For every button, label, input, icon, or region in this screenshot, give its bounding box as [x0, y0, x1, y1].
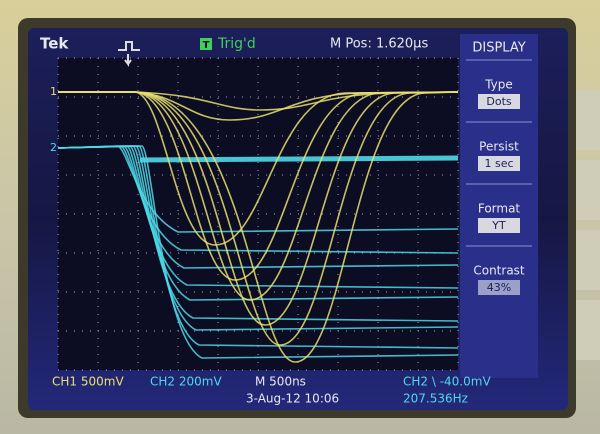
oscilloscope-photo: Tek T Trig'd M Pos: 1.620µs DISPLAY Type… [0, 0, 600, 434]
menu-value: Dots [486, 95, 512, 108]
side-button [576, 90, 600, 150]
side-button [576, 160, 600, 220]
ch1-scale: CH1 500mV [52, 375, 124, 389]
menu-label: Persist [479, 140, 519, 154]
brand: Tek [40, 35, 69, 53]
timebase: M 500ns [255, 375, 306, 389]
menu-label: Type [484, 78, 513, 92]
position: M Pos: 1.620µs [330, 37, 428, 52]
ch2-marker: 2 [50, 141, 57, 154]
frequency: 207.536Hz [403, 392, 468, 406]
trigger-status: Trig'd [217, 36, 256, 52]
menu-label: Contrast [473, 264, 525, 278]
menu-value: 1 sec [484, 157, 513, 170]
ch2-trace [140, 158, 458, 160]
ch1-marker: 1 [50, 85, 57, 98]
menu-title: DISPLAY [472, 41, 525, 56]
ch2-scale: CH2 200mV [150, 375, 222, 389]
date-time: 3-Aug-12 10:06 [246, 392, 339, 406]
menu-value: 43% [487, 281, 511, 294]
menu-value: YT [491, 219, 506, 232]
trigger-level: CH2 \ -40.0mV [403, 375, 491, 389]
trigger-icon: T [203, 40, 210, 51]
side-button [576, 230, 600, 290]
side-button [576, 300, 600, 360]
menu-label: Format [478, 202, 521, 216]
